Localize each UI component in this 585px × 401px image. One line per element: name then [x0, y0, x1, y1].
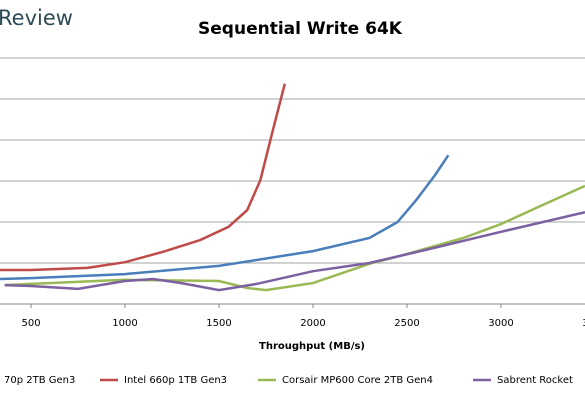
chart-title: Sequential Write 64K — [198, 19, 403, 39]
x-tick-label: 3000 — [488, 318, 513, 329]
x-axis-label: Throughput (MB/s) — [259, 341, 365, 352]
x-tick-label: 1500 — [206, 318, 231, 329]
series-line — [0, 83, 287, 272]
x-tick-label: 2000 — [300, 318, 325, 329]
x-tick-label: 1000 — [112, 318, 137, 329]
legend-label: Sabrent Rocket — [497, 375, 573, 386]
series-line — [0, 154, 450, 281]
series-line — [4, 210, 585, 292]
legend-label: 70p 2TB Gen3 — [4, 375, 75, 386]
legend-label: Intel 660p 1TB Gen3 — [124, 375, 227, 386]
x-tick-label: 2500 — [394, 318, 419, 329]
x-tick-label: 500 — [21, 318, 40, 329]
legend-label: Corsair MP600 Core 2TB Gen4 — [282, 375, 433, 386]
brand: Review — [0, 6, 73, 30]
x-tick-label: 3500 — [582, 318, 585, 329]
